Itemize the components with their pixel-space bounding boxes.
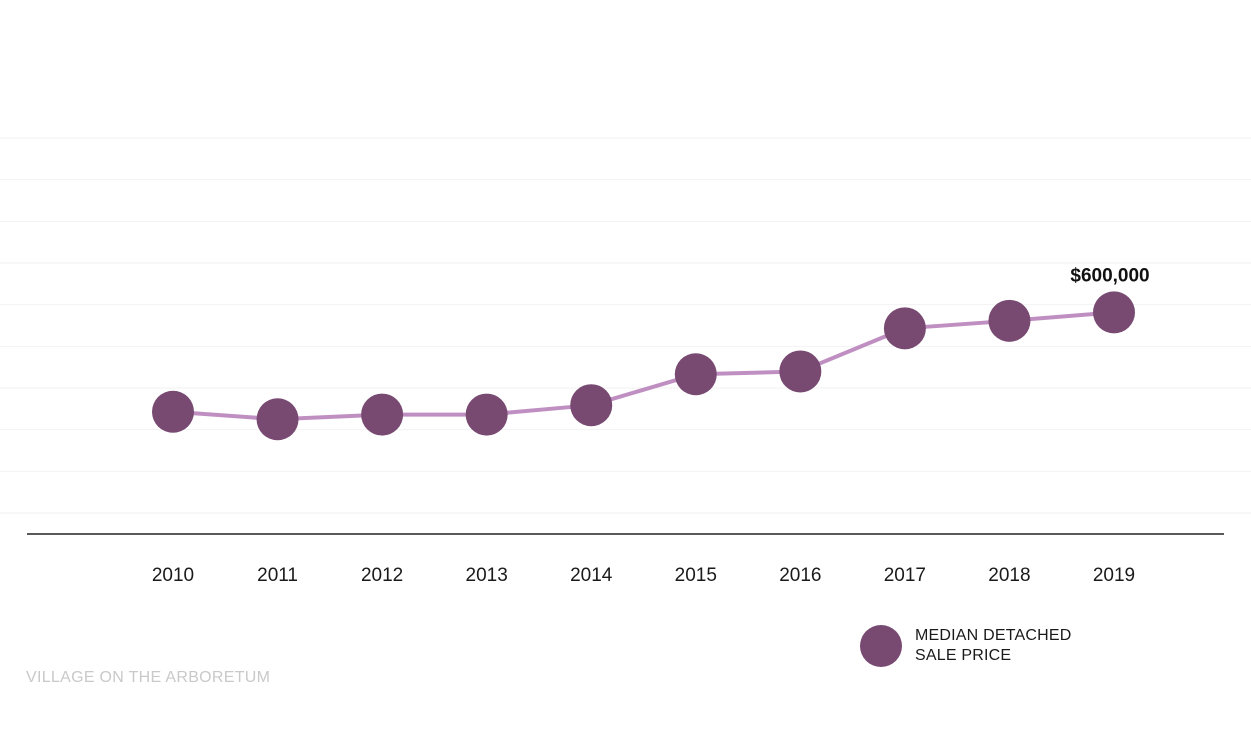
data-point-2015	[674, 353, 717, 396]
data-point-2011	[256, 398, 299, 441]
gridlines	[0, 137, 1251, 514]
legend-label-line-2: SALE PRICE	[915, 647, 1012, 664]
data-label-2019: $600,000	[1070, 265, 1149, 286]
x-tick-label-2016: 2016	[779, 565, 821, 586]
x-tick-label-2019: 2019	[1093, 565, 1135, 586]
legend: MEDIAN DETACHED SALE PRICE	[860, 625, 1072, 667]
data-point-2016	[779, 350, 822, 393]
data-point-2014	[570, 384, 613, 427]
x-tick-label-2010: 2010	[152, 565, 194, 586]
legend-label: MEDIAN DETACHED SALE PRICE	[915, 626, 1072, 666]
brand-watermark: VILLAGE ON THE ARBORETUM	[26, 669, 271, 686]
x-tick-labels: 2010 2011 2012 2013 2014 2015 2016 2017 2018 2019	[152, 565, 1135, 586]
data-point-2013	[465, 393, 508, 436]
legend-label-line-1: MEDIAN DETACHED	[915, 627, 1072, 644]
x-tick-label-2012: 2012	[361, 565, 403, 586]
x-tick-label-2011: 2011	[257, 565, 298, 586]
data-points	[152, 291, 1135, 441]
annotations: $600,000	[1070, 265, 1149, 286]
data-point-2012	[361, 393, 404, 436]
data-point-2019	[1093, 291, 1135, 334]
data-point-2017	[883, 307, 926, 350]
legend-marker-icon	[860, 625, 902, 667]
x-tick-label-2014: 2014	[570, 565, 613, 586]
series-line-group	[172, 310, 1115, 422]
data-point-2018	[988, 299, 1031, 342]
data-point-2010	[152, 390, 194, 433]
series-line	[172, 310, 1115, 422]
x-tick-label-2015: 2015	[675, 565, 717, 586]
x-tick-label-2017: 2017	[884, 565, 926, 586]
x-tick-label-2013: 2013	[466, 565, 508, 586]
x-tick-label-2018: 2018	[988, 565, 1030, 586]
